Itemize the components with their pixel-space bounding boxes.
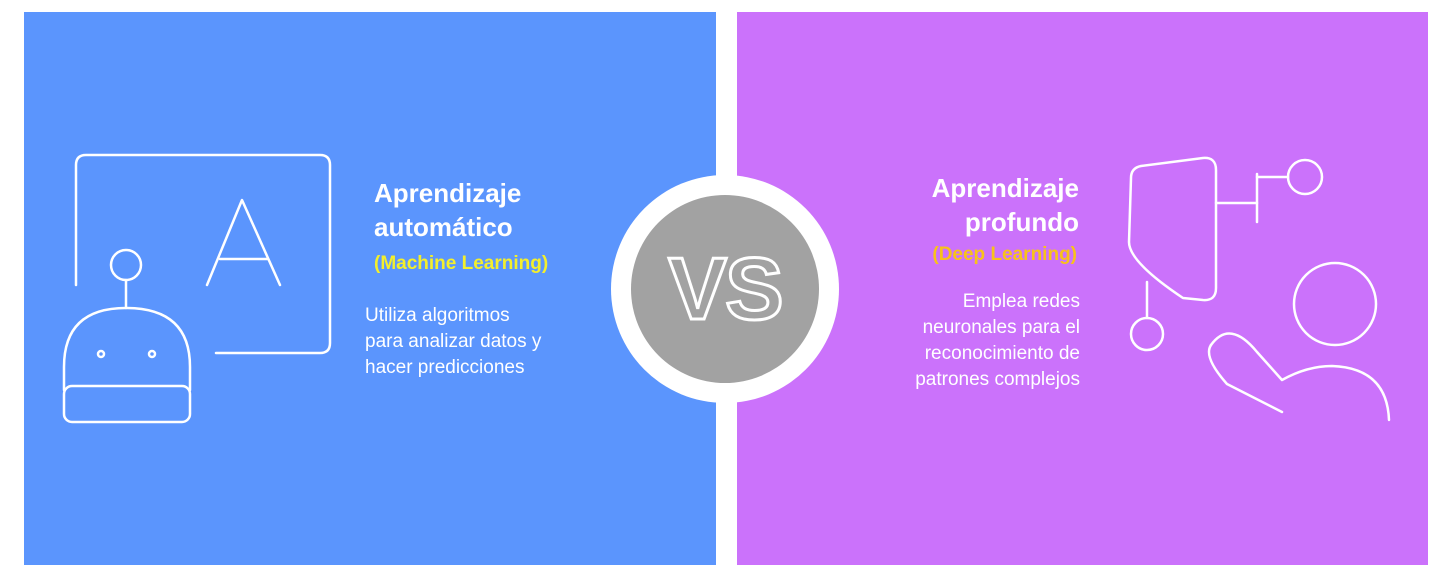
person-icon	[1207, 261, 1391, 422]
ml-description-line: para analizar datos y	[365, 331, 542, 352]
dl-title-line: profundo	[964, 207, 1079, 237]
whiteboard-icon	[74, 153, 332, 355]
robot-icon	[62, 248, 192, 424]
ml-description-line: hacer predicciones	[365, 357, 525, 378]
vs-badge: VS	[611, 175, 839, 403]
deep-learning-panel: Aprendizaje profundo (Deep Learning) Emp…	[737, 12, 1428, 565]
machine-learning-panel: Aprendizaje automático (Machine Learning…	[24, 12, 716, 565]
vs-label: VS	[667, 239, 785, 338]
dl-description-line: reconocimiento de	[924, 343, 1080, 364]
dl-description: Emplea redes neuronales para el reconoci…	[915, 289, 1080, 393]
ml-title: Aprendizaje automático	[374, 176, 521, 244]
dl-description-line: patrones complejos	[915, 369, 1080, 390]
ml-title-line: Aprendizaje	[374, 178, 522, 208]
ml-description-line: Utiliza algoritmos	[365, 305, 510, 326]
ml-subtitle: (Machine Learning)	[374, 253, 549, 274]
ml-description: Utiliza algoritmos para analizar datos y…	[365, 303, 541, 381]
vs-circle: VS	[631, 195, 819, 383]
dl-description-line: neuronales para el	[922, 317, 1080, 338]
neural-head-icon	[1127, 156, 1324, 352]
dl-subtitle: (Deep Learning)	[932, 244, 1077, 265]
dl-title-line: Aprendizaje	[931, 173, 1079, 203]
ml-title-line: automático	[374, 212, 513, 242]
dl-description-line: Emplea redes	[962, 291, 1080, 312]
dl-title: Aprendizaje profundo	[932, 171, 1079, 239]
